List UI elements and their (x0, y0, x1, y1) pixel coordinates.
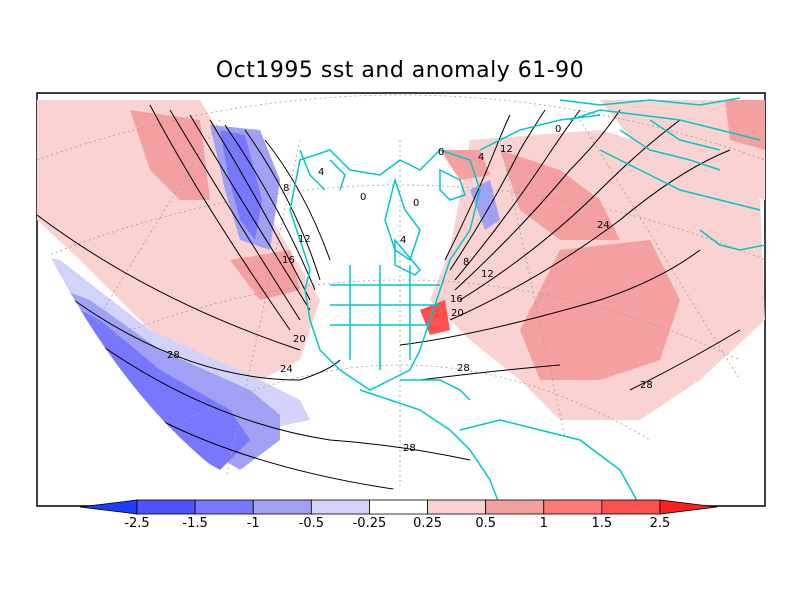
colorbar-tick-label: 2.5 (649, 516, 671, 531)
contour-label: 20 (451, 308, 464, 319)
contour-label: 16 (282, 255, 295, 266)
contour-label: 24 (597, 220, 610, 231)
map-title: Oct1995 sst and anomaly 61-90 (215, 58, 585, 83)
colorbar-box (136, 499, 196, 515)
colorbar-tick-label: -0.5 (298, 516, 325, 531)
colorbar-box (252, 499, 312, 515)
colorbar-tick-label: 1.5 (591, 516, 613, 531)
colorbar-box (543, 499, 603, 515)
colorbar-tick-label: 0.5 (475, 516, 496, 531)
contour-label: 0 (438, 147, 444, 158)
contour-label: 28 (167, 350, 180, 361)
contour-label: 28 (403, 443, 416, 454)
contour-label: 12 (298, 234, 311, 245)
contour-label: 24 (280, 364, 293, 375)
colorbar-tick-label: 0.25 (413, 516, 443, 531)
graticule (37, 94, 765, 506)
contour-label: 0 (360, 192, 366, 203)
colorbar-box (369, 499, 428, 515)
colorbar-tick-label: 1 (539, 516, 548, 531)
colorbar-tick-label: -2.5 (124, 516, 150, 531)
contour-label: 20 (293, 334, 306, 345)
colorbar-tick-label: -1 (246, 516, 260, 531)
sst-contours (37, 104, 741, 491)
colorbar-tick-label: -0.25 (352, 516, 387, 531)
contour-label: 28 (640, 380, 653, 391)
colorbar-box (194, 499, 254, 515)
contour-label: 4 (478, 152, 484, 163)
contour-label: 12 (481, 269, 494, 280)
anomaly-fill (37, 100, 765, 470)
contour-label: 16 (450, 294, 463, 305)
colorbar-box (427, 499, 487, 515)
coastlines (289, 97, 766, 507)
contour-label: 8 (283, 183, 289, 194)
contour-label: 0 (555, 124, 561, 135)
colorbar-box (485, 499, 545, 515)
colorbar-box (310, 499, 370, 515)
contour-label: 4 (318, 167, 324, 178)
colorbar (79, 499, 718, 515)
contour-labels: 8 12 16 20 24 28 24 28 28 28 0 4 8 0 4 1… (167, 124, 653, 454)
colorbar-tick-label: -1.5 (182, 516, 208, 531)
contour-label: 28 (457, 363, 470, 374)
colorbar-box (601, 499, 661, 515)
contour-label: 4 (400, 235, 406, 246)
contour-label: 12 (500, 144, 513, 155)
colorbar-right-arrow (659, 499, 718, 515)
contour-label: 8 (463, 257, 469, 268)
contour-label: 0 (413, 198, 419, 209)
